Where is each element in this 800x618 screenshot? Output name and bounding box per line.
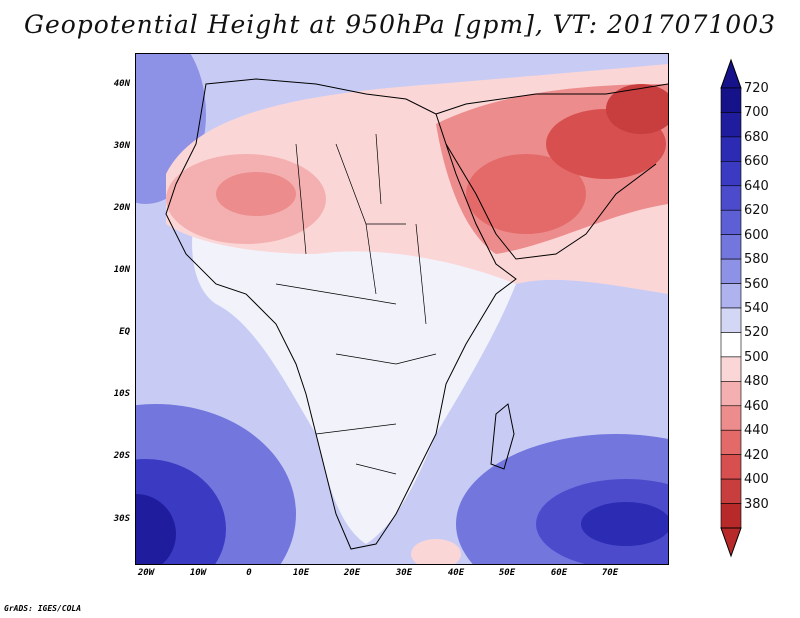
lon-label-10w: 10W [189,568,207,578]
field-arabia-low-core [466,154,586,234]
field-pakistan-low-core [606,84,668,134]
colorbar-label-480: 480 [744,374,769,390]
colorbar-swatch-400 [720,478,742,504]
colorbar-label-380: 380 [744,496,769,512]
colorbar-label-640: 640 [744,178,769,194]
lon-label-30e: 30E [395,568,413,578]
lat-label-20s: 20S [113,451,130,461]
colorbar-swatch-640 [720,185,742,211]
lat-label-40n: 40N [113,79,130,89]
lat-label-30n: 30N [113,141,130,151]
colorbar-label-540: 540 [744,301,769,316]
colorbar-swatch-520 [720,332,742,358]
lon-label-50e: 50E [498,568,516,578]
country-borders [275,133,437,475]
colorbar-label-520: 520 [744,325,769,341]
colorbar-swatch-420 [720,454,742,480]
lat-label-20n: 20N [113,203,130,213]
colorbar-label-560: 560 [744,276,769,292]
map-plot-area [135,53,669,565]
colorbar-label-460: 460 [744,398,769,414]
colorbar-swatch-700 [720,112,742,138]
colorbar-label-600: 600 [744,227,769,243]
field-cape-low [411,539,461,564]
credit-text: GrADS: IGES/COLA [4,604,82,613]
colorbar-swatch-440 [720,429,742,455]
colorbar-label-620: 620 [744,203,769,219]
colorbar-swatch-660 [720,161,742,187]
chart-title: Geopotential Height at 950hPa [gpm], VT:… [23,10,777,39]
field-sahara-low-core [216,172,296,216]
coastline-madagascar [490,403,515,470]
colorbar-swatch-560 [720,283,742,309]
coastline-arabia [435,83,668,260]
colorbar-label-720: 720 [744,81,769,96]
colorbar-label-440: 440 [744,423,769,439]
colorbar-label-660: 660 [744,154,769,170]
lon-label-40e: 40E [447,568,465,578]
colorbar [720,58,742,558]
colorbar-label-680: 680 [744,129,769,145]
lon-label-10e: 10E [292,568,310,578]
lon-label-0: 0 [246,568,252,578]
colorbar-min-arrow [720,527,742,558]
colorbar-swatch-500 [720,356,742,382]
lat-label-30s: 30S [113,514,130,524]
colorbar-label-400: 400 [744,472,769,488]
colorbar-swatch-720 [720,87,742,113]
colorbar-label-420: 420 [744,447,769,463]
colorbar-swatch-680 [720,136,742,162]
field-se-high-center [581,502,668,546]
colorbar-swatch-460 [720,405,742,431]
lat-label-10n: 10N [113,265,130,275]
colorbar-max-arrow [720,58,742,89]
field-sw-high-center [136,494,176,564]
lon-label-20e: 20E [343,568,361,578]
lon-label-60e: 60E [550,568,568,578]
colorbar-swatch-540 [720,307,742,333]
colorbar-swatch-620 [720,209,742,235]
colorbar-swatch-480 [720,381,742,407]
colorbar-swatch-600 [720,234,742,260]
colorbar-swatch-380 [720,503,742,529]
lon-label-20w: 20W [137,568,155,578]
lat-label-10s: 10S [113,389,130,399]
colorbar-label-500: 500 [744,349,769,365]
lat-label-eq: EQ [119,327,130,337]
colorbar-swatch-580 [720,258,742,284]
colorbar-label-700: 700 [744,105,769,121]
colorbar-label-580: 580 [744,252,769,268]
lon-label-70e: 70E [601,568,619,578]
